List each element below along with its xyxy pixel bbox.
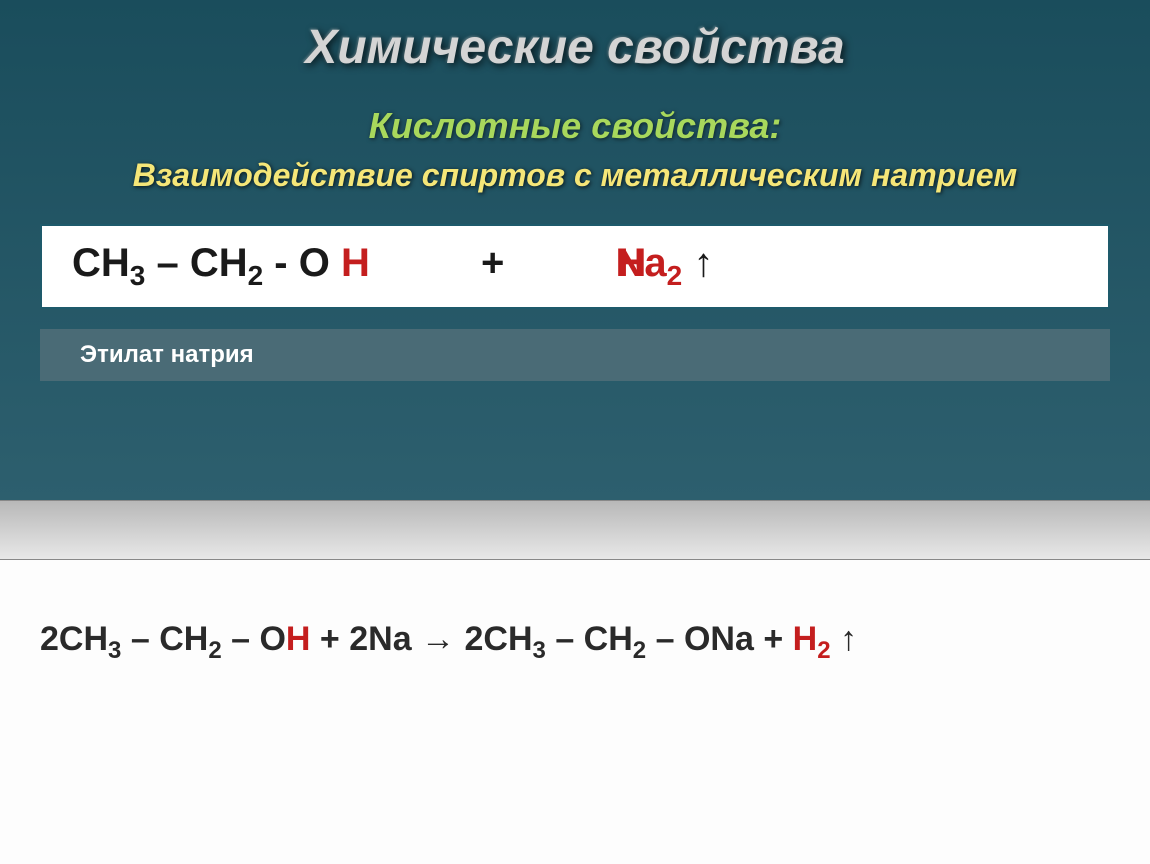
- sub-subtitle-interaction: Взаимодействие спиртов с металлическим н…: [40, 157, 1110, 194]
- eq1-plus: +: [370, 241, 616, 285]
- label-bar: Этилат натрия: [40, 329, 1110, 381]
- eq2-ch2a: – CH: [121, 620, 208, 658]
- eq1-h-red: H: [341, 241, 370, 285]
- eq1-ch: CH: [72, 241, 130, 285]
- sodium-ethylate-label: Этилат натрия: [80, 341, 1070, 369]
- eq1-sub2: 2: [248, 260, 264, 291]
- slide-bottom-section: 2CH3 – CH2 – OH + 2Na → 2CH3 – CH2 – ONa…: [0, 560, 1150, 864]
- eq1-sub3: 3: [130, 260, 146, 291]
- chemistry-slide: Химические свойства Кислотные свойства: …: [0, 0, 1150, 864]
- eq2-h2-red: H: [793, 620, 818, 658]
- eq1-overlap: NaH: [615, 241, 666, 286]
- equation-bar: CH3 – CH2 - O H + NaH2 ↑: [40, 224, 1110, 309]
- equation2: 2CH3 – CH2 – OH + 2Na → 2CH3 – CH2 – ONa…: [40, 620, 1110, 665]
- eq2-arrow-2ch: + 2Na → 2CH: [310, 620, 532, 658]
- main-title: Химические свойства: [40, 20, 1110, 75]
- eq2-o1: – O: [222, 620, 286, 658]
- eq2-2ch: 2CH: [40, 620, 108, 658]
- subtitle-acid-properties: Кислотные свойства:: [40, 105, 1110, 147]
- eq1-o: - O: [263, 241, 341, 285]
- slide-top-section: Химические свойства Кислотные свойства: …: [0, 0, 1150, 500]
- eq2-sub2a: 2: [208, 637, 221, 664]
- divider-band: [0, 500, 1150, 560]
- eq2-h1-red: H: [286, 620, 311, 658]
- eq2-sub2-red: 2: [817, 637, 830, 664]
- eq1-arrow: ↑: [682, 241, 713, 285]
- eq2-sub2b: 2: [633, 637, 646, 664]
- eq2-ch2b: – CH: [546, 620, 633, 658]
- eq1-sub2-red: 2: [667, 260, 683, 291]
- eq2-sub3b: 3: [533, 637, 546, 664]
- eq2-sub3a: 3: [108, 637, 121, 664]
- eq1-ch2: – CH: [145, 241, 247, 285]
- eq2-arrow-up: ↑: [831, 620, 857, 658]
- eq2-ona: – ONa +: [646, 620, 792, 658]
- equation1: CH3 – CH2 - O H + NaH2 ↑: [72, 241, 1078, 292]
